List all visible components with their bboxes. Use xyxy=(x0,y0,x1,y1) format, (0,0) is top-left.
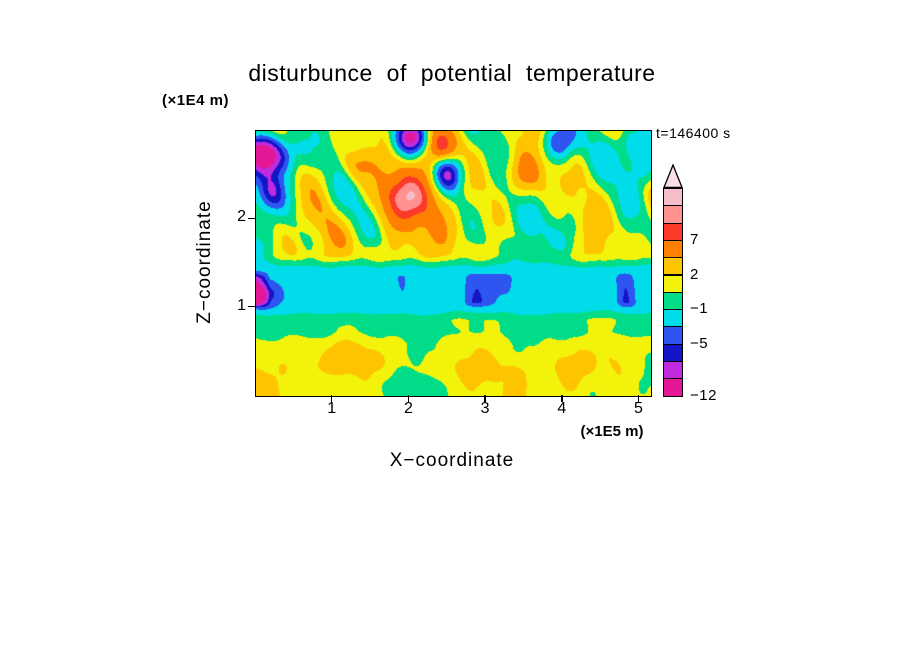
colorbar-segment xyxy=(663,188,683,207)
y-tick-label: 1 xyxy=(237,296,246,314)
y-axis-unit: (×1E4 m) xyxy=(162,92,229,109)
x-tick-label: 1 xyxy=(327,400,337,417)
x-tick-label: 3 xyxy=(480,400,490,417)
colorbar-segment xyxy=(663,205,683,224)
colorbar-segment xyxy=(663,343,683,362)
x-axis-tick xyxy=(484,395,486,402)
y-axis-tick xyxy=(248,305,255,308)
colorbar-segment xyxy=(663,239,683,259)
colorbar-segment xyxy=(663,378,683,397)
time-annotation: t=146400 s xyxy=(656,125,731,141)
contour-field-canvas xyxy=(256,131,651,396)
colorbar-tick-label: −12 xyxy=(690,386,717,404)
y-axis-label: Z−coordinate xyxy=(194,200,215,324)
x-axis-tick xyxy=(407,395,410,402)
colorbar-tick-label: −1 xyxy=(690,300,709,318)
x-axis-tick xyxy=(637,395,640,402)
colorbar-segment xyxy=(663,309,683,328)
x-tick-label: 4 xyxy=(557,400,567,417)
colorbar-segment xyxy=(663,257,683,276)
colorbar-segment xyxy=(663,326,683,345)
plot-area xyxy=(255,130,652,397)
x-axis-tick xyxy=(330,395,333,402)
colorbar-segment xyxy=(663,361,683,380)
x-axis-label: X−coordinate xyxy=(389,450,515,471)
x-tick-label: 5 xyxy=(634,400,643,417)
colorbar-segment xyxy=(663,274,683,293)
x-axis-tick xyxy=(560,395,563,402)
colorbar-tick-label: −5 xyxy=(690,334,709,352)
colorbar-tick-label: 2 xyxy=(690,265,699,283)
y-tick-label: 2 xyxy=(237,208,246,226)
y-axis-tick xyxy=(248,217,255,220)
chart-title: disturbunce of potential temperature xyxy=(248,60,656,86)
x-tick-label: 2 xyxy=(403,400,413,417)
colorbar-segment xyxy=(663,222,683,241)
colorbar-arrow-tip xyxy=(663,164,683,188)
colorbar-segment xyxy=(663,291,683,311)
x-axis-unit: (×1E5 m) xyxy=(580,423,644,440)
colorbar-tick-label: 7 xyxy=(690,230,699,248)
